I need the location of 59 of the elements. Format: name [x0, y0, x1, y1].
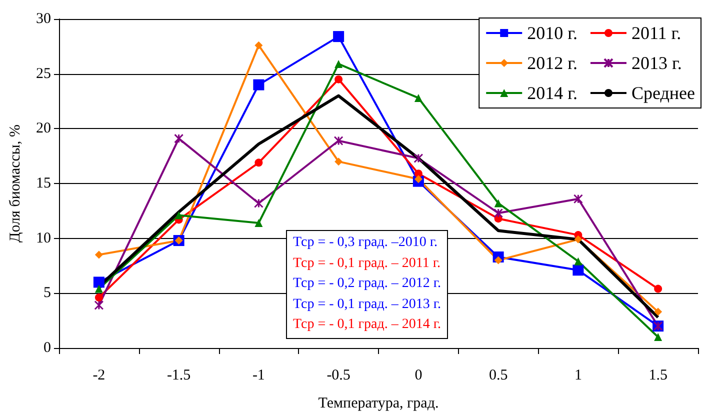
point [174, 134, 184, 144]
point [334, 158, 343, 166]
point [414, 154, 424, 164]
x-tick-label: 1 [574, 368, 582, 384]
point [333, 31, 344, 42]
annotation: Тср = - 0,2 град. – 2012 г. [293, 275, 442, 293]
point [174, 211, 183, 220]
point [573, 194, 583, 204]
x-tick-label: -0.5 [326, 368, 350, 384]
annotation: Тср = - 0,1 град. – 2013 г. [293, 296, 442, 314]
point [574, 235, 582, 244]
legend-label: 2013 г. [631, 53, 682, 73]
legend-label: 2012 г. [527, 53, 578, 73]
annotation: Тср = - 0,1 град. – 2014 г. [293, 316, 442, 334]
point [572, 264, 584, 276]
y-axis-title: Доля биомассы, % [8, 124, 24, 242]
x-tick-label: -1 [252, 368, 265, 384]
point [414, 94, 422, 102]
point [254, 41, 263, 50]
point [254, 218, 263, 227]
point [94, 300, 104, 310]
point [414, 175, 422, 184]
point [254, 158, 263, 167]
y-tick-label: 5 [44, 285, 51, 302]
y-tick-label: 20 [36, 120, 51, 137]
point [334, 60, 343, 68]
x-axis-title: Температура, град. [318, 396, 439, 412]
y-tick-label: 25 [36, 66, 51, 82]
point [253, 79, 264, 90]
point [494, 208, 504, 218]
x-tick-label: 1.5 [648, 368, 668, 384]
point [574, 257, 582, 266]
point [414, 170, 422, 178]
point [654, 284, 662, 293]
legend-label: Среднее [631, 83, 696, 103]
point [334, 75, 343, 84]
point [94, 284, 103, 293]
point [494, 199, 502, 208]
x-tick-label: -2 [92, 368, 106, 384]
legend-label: 2010 г. [527, 23, 578, 43]
point [494, 256, 502, 264]
y-tick-label: 15 [36, 176, 51, 192]
point [94, 294, 103, 302]
annotation: Тср = - 0,1 град. – 2011 г. [293, 254, 442, 272]
x-tick-label: -1.5 [166, 368, 191, 384]
annotation: Тср = - 0,3 град. –2010 г. [293, 234, 439, 252]
point [334, 136, 344, 146]
y-tick-label: 0 [44, 340, 51, 356]
point [254, 198, 264, 208]
point [654, 308, 662, 316]
x-tick-label: 0.5 [488, 368, 508, 384]
y-tick-label: 30 [36, 11, 51, 27]
legend-label: 2014 г. [527, 83, 578, 103]
point [654, 333, 662, 342]
point [94, 250, 103, 259]
legend-label: 2011 г. [631, 23, 682, 43]
y-tick-label: 10 [36, 230, 51, 246]
point [93, 276, 104, 288]
x-tick-label: 0 [414, 368, 422, 384]
